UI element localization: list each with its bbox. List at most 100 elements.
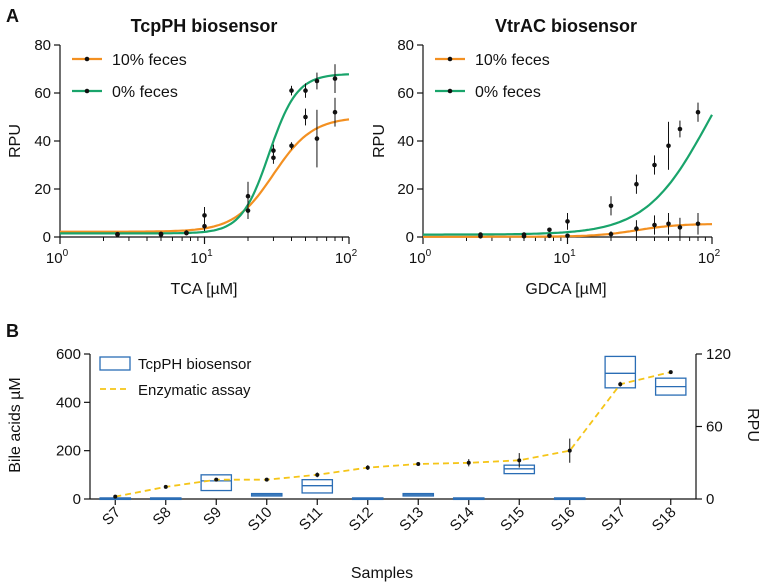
- data-point: [608, 203, 614, 209]
- data-point: [315, 472, 320, 477]
- chart-title: VtrAC biosensor: [495, 16, 637, 36]
- y-tick-label: 80: [397, 37, 414, 54]
- y-tick-label: 0: [73, 491, 81, 508]
- data-point: [289, 143, 294, 149]
- y-tick-label: 20: [34, 181, 51, 198]
- x-tick-label: S17: [598, 504, 629, 535]
- data-point: [416, 461, 421, 466]
- legend-label: TcpPH biosensor: [138, 356, 251, 373]
- x-tick-label: 100: [46, 248, 69, 267]
- y-tick-label: 80: [34, 37, 51, 54]
- x-tick-label: S16: [548, 504, 579, 535]
- data-point: [314, 136, 320, 141]
- data-point: [695, 109, 701, 115]
- data-point: [677, 126, 683, 132]
- x-tick-label: S11: [296, 504, 326, 534]
- box: [200, 474, 233, 492]
- legend-label: 0% feces: [475, 84, 541, 101]
- x-tick-label: 100: [409, 248, 432, 267]
- enzymatic-assay-line: [115, 371, 672, 498]
- data-point: [517, 458, 522, 463]
- data-point: [271, 148, 276, 153]
- data-point: [332, 76, 338, 81]
- y-tick-label: 40: [397, 133, 414, 150]
- data-point: [608, 231, 614, 237]
- y-tick-label-right: 120: [706, 346, 731, 363]
- legend-marker: [447, 88, 453, 94]
- x-tick-label: S10: [245, 504, 276, 535]
- legend-label: 10% feces: [112, 52, 187, 69]
- y-tick-label: 40: [34, 133, 51, 150]
- x-tick-label: S12: [346, 504, 377, 535]
- data-point: [115, 232, 120, 237]
- data-point: [365, 465, 370, 470]
- legend-label: Enzymatic assay: [138, 382, 251, 399]
- data-point: [478, 232, 483, 237]
- x-axis-label: Samples: [351, 565, 413, 582]
- x-axis-label: TCA [µM]: [171, 281, 238, 298]
- data-point: [668, 370, 673, 375]
- data-point: [666, 221, 671, 227]
- y-tick-label-right: 0: [706, 491, 714, 508]
- x-tick-label: 102: [698, 248, 721, 267]
- data-point: [271, 155, 276, 161]
- chart-samples: Bile acids µM RPU Samples 0 200 400 600 0 60 1…: [7, 346, 761, 582]
- data-point: [634, 226, 639, 231]
- x-tick-label: S15: [497, 504, 528, 535]
- y-tick-label: 600: [56, 346, 81, 363]
- data-point: [184, 230, 189, 236]
- data-point: [652, 222, 657, 228]
- legend-marker: [84, 88, 90, 94]
- data-point: [547, 233, 552, 239]
- data-point: [303, 88, 308, 93]
- data-point: [521, 232, 527, 237]
- data-point: [565, 233, 570, 239]
- chart-vtrac: VtrAC biosensor RPU GDCA [µM] 0 20 40 60 80 1…: [371, 16, 721, 298]
- chart-title: TcpPH biosensor: [131, 16, 278, 36]
- data-point: [618, 382, 623, 387]
- data-point: [567, 448, 572, 453]
- y-tick-label-right: 60: [706, 419, 723, 436]
- data-point: [314, 78, 320, 84]
- data-point: [214, 477, 219, 482]
- legend-marker: [447, 56, 453, 62]
- legend-label: 0% feces: [112, 84, 178, 101]
- data-point: [245, 193, 251, 199]
- data-point: [303, 114, 308, 120]
- y-tick-label: 60: [34, 85, 51, 102]
- x-tick-label: S14: [447, 504, 478, 535]
- y-tick-label: 0: [406, 229, 414, 246]
- x-tick-label: S9: [200, 504, 225, 529]
- x-axis-label: GDCA [µM]: [525, 281, 606, 298]
- y-tick-label: 20: [397, 181, 414, 198]
- x-tick-label: S8: [150, 504, 175, 529]
- x-tick-label: S13: [396, 504, 427, 535]
- chart-tcpph: TcpPH biosensor RPU TCA [µM] 0 20 40 60 80 10…: [7, 16, 358, 298]
- legend-box-swatch: [99, 356, 131, 371]
- data-point: [332, 109, 338, 115]
- x-tick-label: 101: [190, 248, 213, 267]
- y-axis-label-right: RPU: [744, 408, 761, 442]
- data-point: [666, 143, 671, 149]
- y-axis-label: RPU: [7, 124, 24, 158]
- legend-label: 10% feces: [475, 52, 550, 69]
- y-tick-label: 400: [56, 394, 81, 411]
- data-point: [652, 162, 657, 168]
- y-tick-label: 200: [56, 443, 81, 460]
- data-point: [695, 221, 701, 227]
- panel-label-b: B: [6, 321, 19, 341]
- data-point: [547, 227, 552, 233]
- data-point: [677, 225, 683, 230]
- data-point: [289, 88, 294, 93]
- y-tick-label: 0: [43, 229, 51, 246]
- data-point: [113, 494, 118, 499]
- data-point: [202, 223, 207, 229]
- data-point: [202, 213, 207, 218]
- y-axis-label: RPU: [371, 124, 388, 158]
- data-point: [158, 232, 164, 237]
- data-point: [634, 181, 639, 187]
- y-axis-label: Bile acids µM: [7, 377, 24, 472]
- x-tick-label: S7: [99, 504, 124, 529]
- panel-label-a: A: [6, 6, 19, 26]
